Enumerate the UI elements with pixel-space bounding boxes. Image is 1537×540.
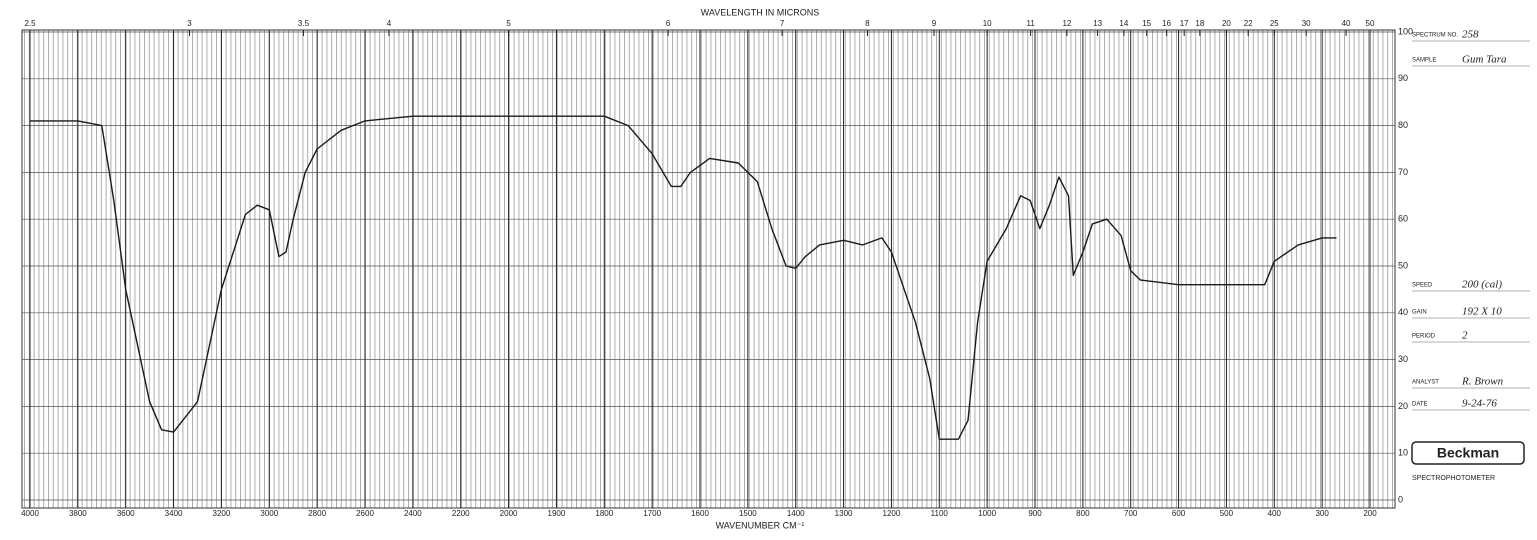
- x2-tick-label: 20: [1222, 19, 1231, 28]
- form-value: R. Brown: [1461, 376, 1504, 388]
- x-tick-label: 3400: [165, 509, 183, 518]
- x-tick-label: 2000: [500, 509, 518, 518]
- x2-tick-label: 50: [1366, 19, 1375, 28]
- y-tick-label: 0: [1398, 494, 1403, 504]
- x-tick-label: 3600: [117, 509, 135, 518]
- y-tick-label: 80: [1398, 120, 1408, 130]
- x-tick-label: 3000: [260, 509, 278, 518]
- form-label: SPECTRUM NO.: [1412, 33, 1458, 39]
- form-value: 2: [1462, 330, 1468, 342]
- x2-tick-label: 40: [1342, 19, 1351, 28]
- x-tick-label: 2200: [452, 509, 470, 518]
- x-tick-label: 200: [1363, 509, 1377, 518]
- x2-tick-label: 15: [1142, 19, 1151, 28]
- x2-tick-label: 14: [1119, 19, 1128, 28]
- x2-tick-label: 6: [666, 19, 671, 28]
- x2-tick-label: 17: [1180, 19, 1189, 28]
- x2-axis-title: WAVELENGTH IN MICRONS: [701, 7, 820, 17]
- form-label: SAMPLE: [1412, 58, 1436, 64]
- x-tick-label: 300: [1315, 509, 1329, 518]
- x-tick-label: 800: [1076, 509, 1090, 518]
- y-tick-label: 70: [1398, 167, 1408, 177]
- spectrum-line: [30, 115, 1337, 440]
- x-axis-title: WAVENUMBER CM⁻¹: [716, 520, 805, 530]
- x2-tick-label: 8: [865, 19, 870, 28]
- form-value: 258: [1462, 29, 1479, 41]
- form-label: GAIN: [1412, 310, 1427, 316]
- x-tick-label: 900: [1028, 509, 1042, 518]
- x2-tick-label: 30: [1302, 19, 1311, 28]
- x2-tick-label: 4: [387, 19, 392, 28]
- x-tick-label: 1600: [691, 509, 709, 518]
- x2-tick-label: 7: [780, 19, 785, 28]
- x-tick-label: 1100: [931, 509, 949, 518]
- form-value: Gum Tara: [1462, 54, 1507, 66]
- y-tick-label: 40: [1398, 307, 1408, 317]
- y-tick-label: 60: [1398, 214, 1408, 224]
- brand-box: [1411, 441, 1525, 465]
- form-value: 192 X 10: [1462, 306, 1502, 318]
- x-tick-label: 400: [1268, 509, 1282, 518]
- x-tick-label: 1800: [595, 509, 613, 518]
- x2-tick-label: 10: [983, 19, 992, 28]
- x2-tick-label: 12: [1062, 19, 1071, 28]
- x-tick-label: 1700: [643, 509, 661, 518]
- form-label: SPEED: [1412, 283, 1433, 289]
- x-tick-label: 3200: [213, 509, 231, 518]
- form-label: PERIOD: [1412, 334, 1436, 340]
- y-tick-label: 30: [1398, 354, 1408, 364]
- x-tick-label: 1300: [835, 509, 853, 518]
- plot-area: [21, 29, 1396, 509]
- x-tick-label: 500: [1220, 509, 1234, 518]
- instrument: SPECTROPHOTOMETER: [1412, 475, 1495, 482]
- x2-tick-label: 11: [1026, 19, 1035, 28]
- x2-tick-label: 3: [187, 19, 192, 28]
- x-tick-label: 3800: [69, 509, 87, 518]
- x-tick-label: 1900: [548, 509, 566, 518]
- x2-tick-label: 16: [1162, 19, 1171, 28]
- x2-tick-label: 2.5: [24, 19, 36, 28]
- form-label: DATE: [1412, 402, 1428, 408]
- form: SPECTRUM NO. 258 SAMPLE Gum Tara SPEED 200 (c…: [1412, 29, 1530, 411]
- x-tick-label: 600: [1172, 509, 1186, 518]
- x-tick-label: 4000: [21, 509, 39, 518]
- x-tick-label: 1200: [883, 509, 901, 518]
- y-tick-label: 10: [1398, 448, 1408, 458]
- x-tick-label: 2600: [356, 509, 374, 518]
- x2-tick-label: 5: [506, 19, 511, 28]
- y-tick-label: 100: [1398, 26, 1413, 36]
- x-tick-label: 2400: [404, 509, 422, 518]
- x-tick-label: 1500: [739, 509, 757, 518]
- form-label: ANALYST: [1412, 380, 1439, 386]
- form-value: 200 (cal): [1462, 279, 1502, 291]
- x-tick-label: 700: [1124, 509, 1138, 518]
- brand: Beckman: [1437, 445, 1499, 461]
- x-tick-label: 2800: [308, 509, 326, 518]
- x2-tick-label: 3.5: [298, 19, 310, 28]
- form-value: 9-24-76: [1462, 398, 1497, 410]
- x2-tick-label: 25: [1270, 19, 1279, 28]
- y-tick-label: 20: [1398, 401, 1408, 411]
- x2-tick-label: 18: [1195, 19, 1204, 28]
- y-tick-label: 50: [1398, 260, 1408, 270]
- x2-tick-label: 9: [932, 19, 937, 28]
- x-tick-label: 1000: [978, 509, 996, 518]
- x-tick-label: 1400: [787, 509, 805, 518]
- x2-tick-label: 22: [1244, 19, 1253, 28]
- x2-tick-label: 13: [1093, 19, 1102, 28]
- y-tick-label: 90: [1398, 73, 1408, 83]
